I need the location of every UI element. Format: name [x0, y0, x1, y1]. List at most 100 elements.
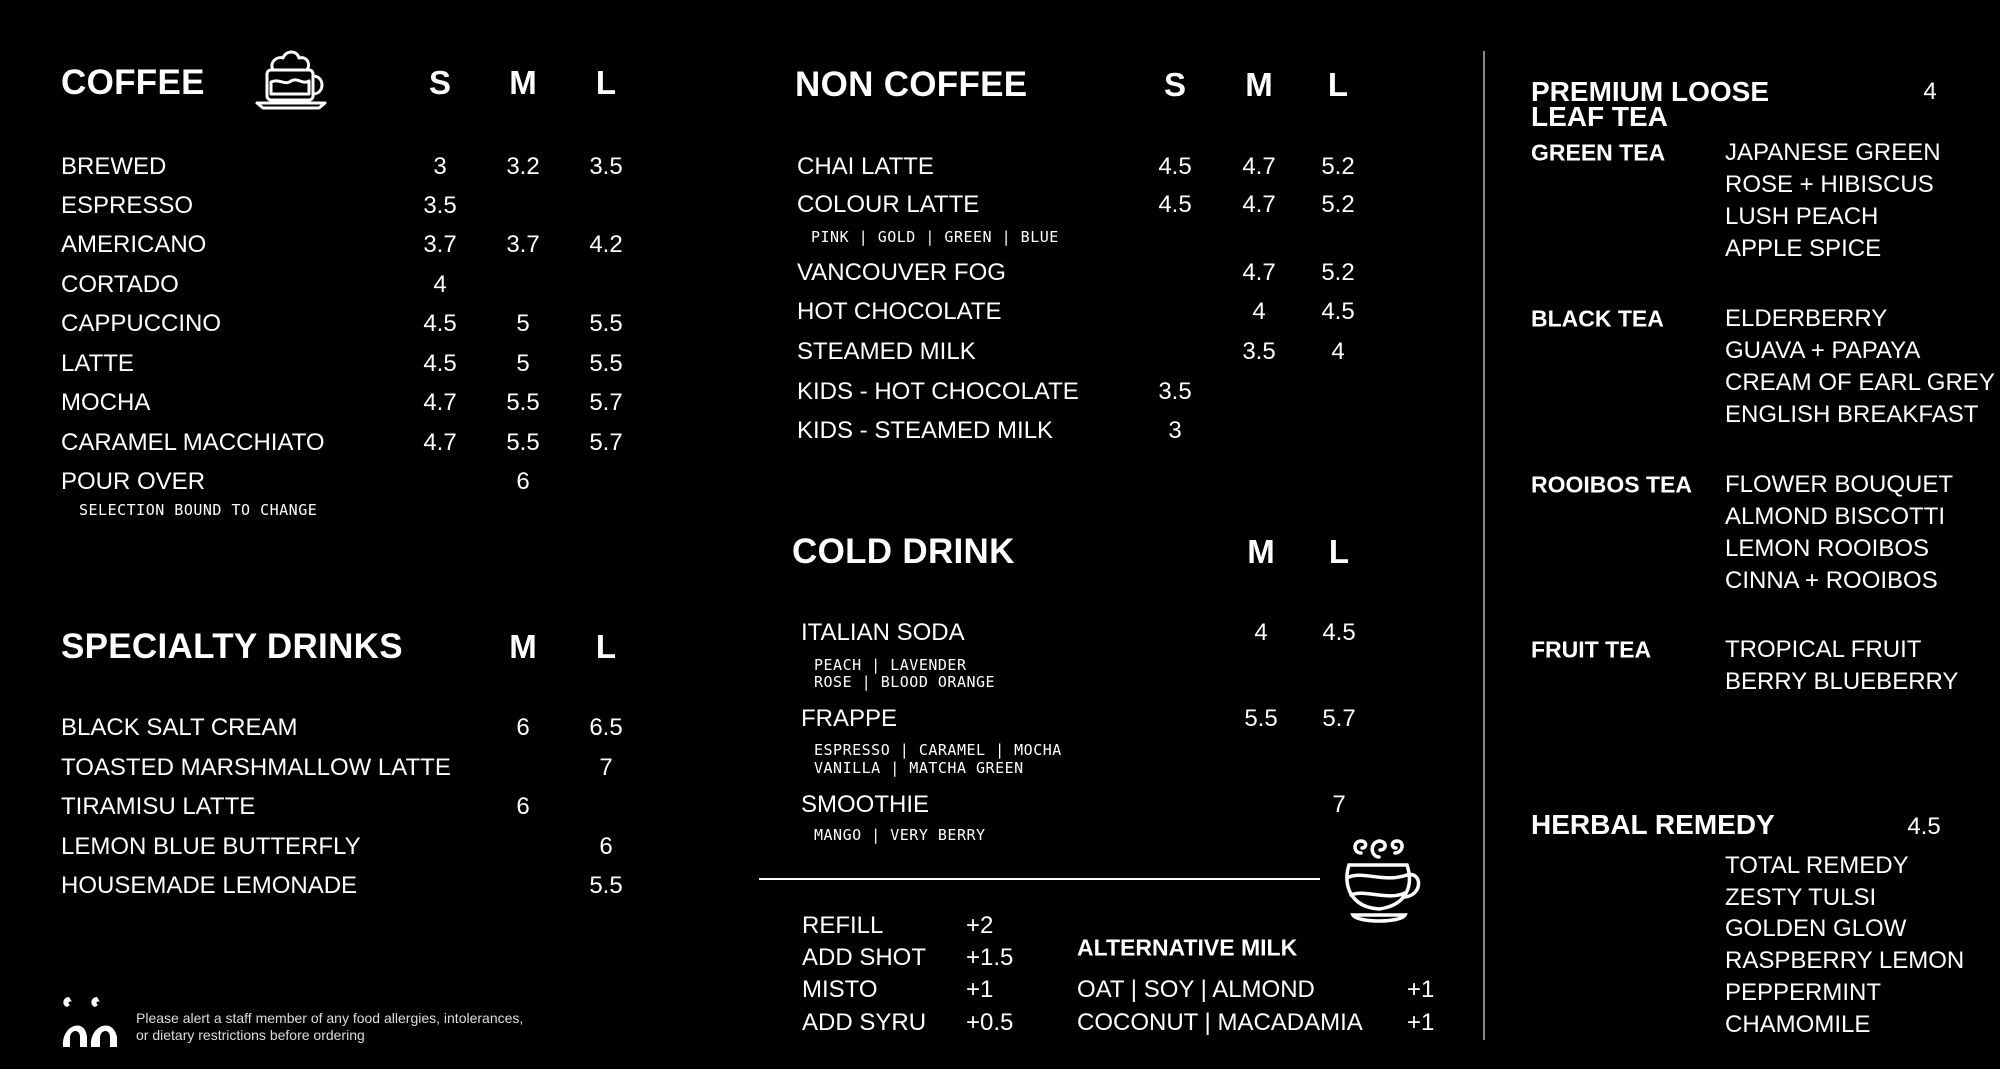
tea-title-line-2: LEAF TEA [1531, 101, 1668, 132]
milk-option-name: OAT | SOY | ALMOND [1077, 976, 1315, 1003]
extra-price: +0.5 [966, 1009, 1014, 1036]
menu-item-name: CHAI LATTE [797, 153, 934, 180]
tea-group-name: GREEN TEA [1531, 139, 1666, 166]
menu-item-name: CARAMEL MACCHIATO [61, 429, 325, 456]
allergy-line-2: or dietary restrictions before ordering [136, 1027, 365, 1043]
menu-item-name: CORTADO [61, 271, 179, 298]
menu-item-price: 5.5 [589, 350, 623, 377]
divider-vertical [1483, 51, 1485, 1040]
menu-item-price: 3.2 [506, 153, 540, 180]
menu-item-name: BREWED [61, 153, 167, 180]
menu-item-name: HOUSEMADE LEMONADE [61, 872, 358, 899]
menu-item-name: VANCOUVER FOG [797, 259, 1006, 286]
extra-price: +1.5 [966, 944, 1014, 971]
menu-item-name: MOCHA [61, 389, 151, 416]
menu-item-name: ESPRESSO [61, 192, 194, 219]
divider-horizontal [759, 878, 1320, 880]
menu-item-name: ITALIAN SODA [801, 619, 965, 646]
herbal-item: CHAMOMILE [1725, 1010, 1871, 1038]
menu-item-name: TOASTED MARSHMALLOW LATTE [61, 754, 451, 781]
non-coffee-title: NON COFFEE [795, 65, 1028, 104]
menu-item-options: ESPRESSO | CARAMEL | MOCHA [814, 741, 1062, 759]
coffee-title: COFFEE [61, 63, 205, 102]
size-header-l: L [595, 628, 617, 665]
menu-item-price: 5.7 [589, 429, 623, 456]
menu-item-price: 4 [1331, 338, 1345, 365]
menu-item-name: SMOOTHIE [801, 791, 930, 818]
tea-item: TROPICAL FRUIT [1725, 636, 1922, 663]
allergy-line-1: Please alert a staff member of any food … [136, 1010, 524, 1026]
extra-price: +1 [966, 976, 994, 1003]
menu-item-name: BLACK SALT CREAM [61, 714, 298, 741]
extra-name: MISTO [802, 976, 878, 1003]
size-header-m: M [509, 64, 537, 101]
menu-item-price: 4.7 [1242, 259, 1276, 286]
tea-item: ELDERBERRY [1725, 305, 1888, 332]
herbal-item: GOLDEN GLOW [1725, 915, 1907, 943]
size-header-m: M [509, 628, 537, 665]
menu-item-price: 4 [1254, 619, 1268, 646]
alternative-milk-title: ALTERNATIVE MILK [1077, 934, 1298, 961]
herbal-item: TOTAL REMEDY [1725, 852, 1909, 879]
menu-item-price: 6 [516, 468, 530, 495]
menu-item-name: FRAPPE [801, 705, 898, 732]
menu-item-options: MANGO | VERY BERRY [814, 826, 986, 844]
tea-item: APPLE SPICE [1725, 235, 1882, 262]
tea-item: LUSH PEACH [1725, 203, 1879, 230]
herbal-price: 4.5 [1907, 813, 1941, 840]
tea-item: JAPANESE GREEN [1725, 139, 1941, 166]
menu-item-price: 5.7 [589, 389, 623, 416]
size-header-l: L [1327, 66, 1349, 103]
menu-item-price: 5.5 [506, 429, 540, 456]
latte-cup-icon [255, 50, 327, 110]
coffee-note: SELECTION BOUND TO CHANGE [79, 501, 318, 519]
menu-item-price: 3.5 [1242, 338, 1276, 365]
tea-title-line-1: PREMIUM LOOSE [1531, 76, 1770, 107]
menu-item-price: 4.5 [423, 350, 457, 377]
menu-item-price: 5 [516, 310, 530, 337]
milk-option-price: +1 [1407, 1009, 1435, 1036]
menu-item-price: 5.5 [589, 310, 623, 337]
menu-item-name: STEAMED MILK [797, 338, 976, 365]
menu-item-price: 4.2 [589, 231, 623, 258]
allergy-logo-icon [62, 997, 117, 1047]
menu-item-price: 6 [516, 714, 530, 741]
menu-item-price: 3.7 [506, 231, 540, 258]
menu-item-price: 4.5 [1321, 298, 1355, 325]
menu-item-options: ROSE | BLOOD ORANGE [814, 673, 996, 691]
menu-item-price: 3.7 [423, 231, 457, 258]
menu-item-name: HOT CHOCOLATE [797, 298, 1002, 325]
menu-item-price: 6.5 [589, 714, 623, 741]
menu-item-name: TIRAMISU LATTE [61, 793, 256, 820]
menu-item-name: AMERICANO [61, 231, 207, 258]
tea-item: CINNA + ROOIBOS [1725, 567, 1938, 594]
menu-item-price: 4.5 [1158, 191, 1192, 218]
tea-group-name: ROOIBOS TEA [1531, 471, 1693, 498]
menu-item-price: 3.5 [423, 192, 457, 219]
menu-item-price: 4 [1252, 298, 1266, 325]
menu-item-price: 7 [599, 754, 613, 781]
menu-item-price: 3.5 [1158, 378, 1192, 405]
size-header-s: S [1163, 66, 1187, 103]
menu-item-price: 5.2 [1321, 191, 1355, 218]
menu-item-price: 6 [516, 793, 530, 820]
tea-item: LEMON ROOIBOS [1725, 535, 1930, 562]
menu-item-price: 4.7 [423, 389, 457, 416]
menu-item-price: 5.5 [506, 389, 540, 416]
menu-item-name: POUR OVER [61, 468, 206, 495]
specialty-title: SPECIALTY DRINKS [61, 627, 403, 666]
herbal-item: ZESTY TULSI [1725, 883, 1877, 911]
menu-item-price: 5.5 [1244, 705, 1278, 732]
menu-item-name: KIDS - STEAMED MILK [797, 417, 1054, 444]
menu-item-price: 5 [516, 350, 530, 377]
menu-item-price: 7 [1332, 791, 1346, 818]
menu-item-name: LEMON BLUE BUTTERFLY [61, 833, 361, 860]
extra-name: ADD SHOT [802, 944, 927, 971]
extra-price: +2 [966, 912, 994, 939]
tea-item: CREAM OF EARL GREY [1725, 369, 1995, 396]
size-header-m: M [1247, 533, 1275, 570]
menu-item-options: VANILLA | MATCHA GREEN [814, 759, 1024, 777]
tea-group-name: BLACK TEA [1531, 305, 1664, 332]
menu-item-name: CAPPUCCINO [61, 310, 222, 337]
